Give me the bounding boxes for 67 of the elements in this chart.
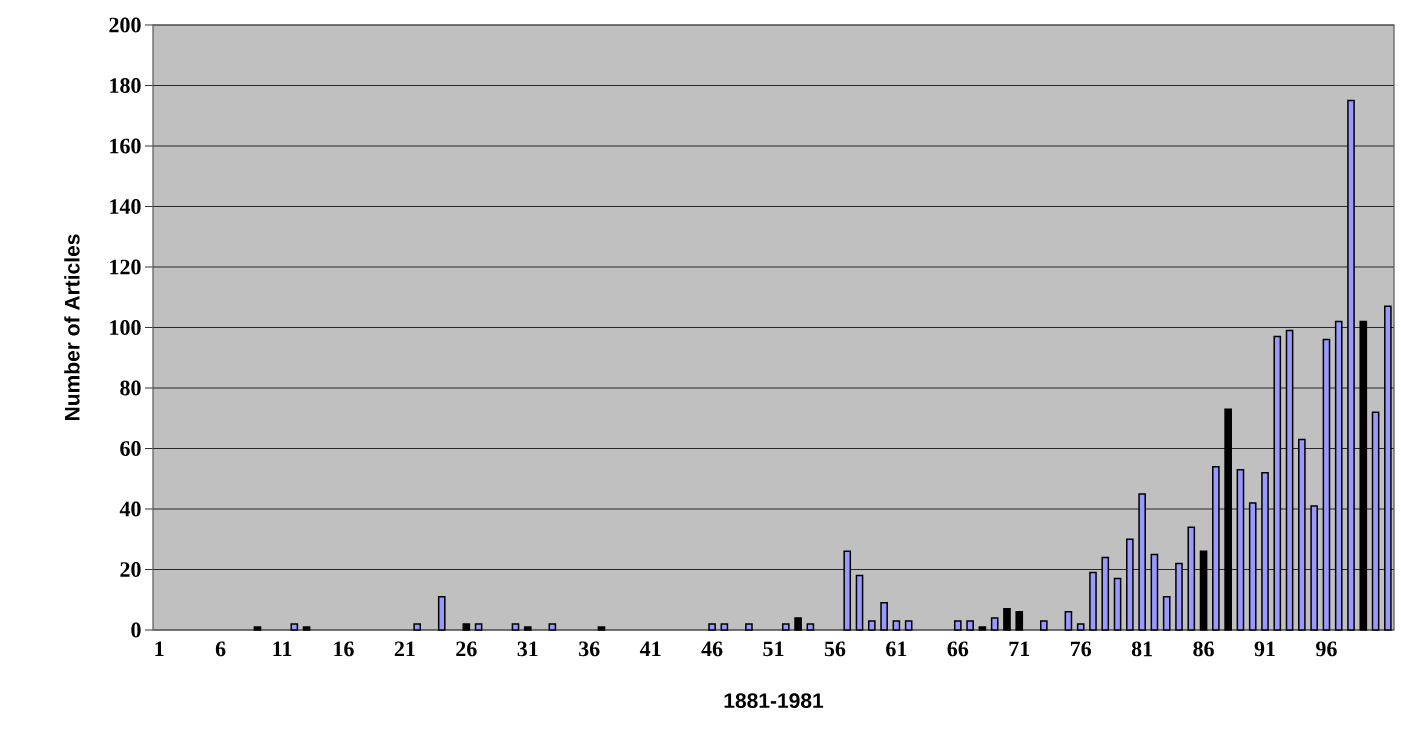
x-tick-label: 41 — [639, 641, 661, 657]
x-tick-label: 76 — [1070, 641, 1092, 657]
x-tick-label: 46 — [701, 641, 723, 657]
x-tick-label: 31 — [517, 641, 538, 657]
bar — [966, 620, 974, 631]
x-tick-label: 81 — [1131, 641, 1152, 657]
bar — [253, 626, 262, 631]
y-tick-label: 200 — [109, 17, 141, 33]
bar — [1015, 611, 1024, 631]
x-tick-label: 61 — [886, 641, 907, 657]
bar — [1162, 595, 1171, 631]
y-tick-label: 140 — [110, 199, 141, 214]
x-tick-label: 1 — [155, 641, 164, 657]
bar — [855, 574, 864, 631]
bar — [597, 626, 606, 631]
y-tick-label: 100 — [110, 320, 141, 335]
x-tick-label: 6 — [215, 641, 226, 657]
bar — [302, 626, 311, 631]
bar — [523, 626, 532, 631]
bar — [1089, 571, 1097, 631]
x-tick-label: 96 — [1316, 641, 1337, 657]
y-axis-title: Number of Articles — [64, 234, 80, 421]
bar — [1003, 608, 1011, 631]
y-tick-label: 40 — [119, 501, 141, 517]
bar — [437, 595, 446, 631]
bar — [892, 620, 901, 631]
bar — [954, 620, 962, 631]
bar — [413, 623, 421, 631]
bar — [978, 626, 987, 631]
y-tick-label: 160 — [110, 138, 141, 154]
x-tick-label: 66 — [947, 641, 969, 657]
bar — [462, 623, 471, 631]
bar — [794, 617, 802, 631]
bar — [474, 623, 483, 631]
x-tick-label: 16 — [334, 641, 354, 657]
x-tick-label: 36 — [579, 641, 600, 657]
x-tick-label: 71 — [1009, 641, 1030, 657]
bar — [880, 602, 888, 631]
y-tick-label: 120 — [110, 259, 141, 275]
y-tick-label: 80 — [120, 380, 141, 396]
bar — [806, 623, 815, 631]
bar — [511, 623, 520, 631]
bar — [1064, 611, 1073, 631]
bar — [720, 623, 729, 631]
bar — [1076, 623, 1085, 631]
y-tick-label: 180 — [110, 78, 141, 93]
x-tick-label: 26 — [456, 641, 477, 657]
bar — [745, 623, 753, 631]
y-tick-label: 60 — [120, 441, 141, 456]
bar — [290, 623, 299, 631]
x-tick-label: 56 — [824, 641, 846, 657]
bar — [1040, 620, 1048, 631]
x-tick-label: 51 — [763, 641, 784, 657]
bar — [708, 623, 716, 631]
bar — [867, 620, 876, 631]
x-axis-title: 1881-1981 — [724, 693, 824, 709]
x-tick-label: 86 — [1193, 641, 1214, 657]
y-tick-label: 0 — [131, 622, 141, 638]
x-tick-label: 91 — [1254, 641, 1275, 657]
bar — [904, 620, 913, 631]
x-tick-label: 21 — [394, 641, 415, 657]
y-tick-label: 20 — [120, 562, 141, 577]
bar — [1113, 577, 1122, 631]
bar — [990, 617, 999, 631]
x-tick-label: 11 — [273, 641, 292, 657]
bar — [548, 623, 557, 631]
bar — [781, 623, 790, 631]
